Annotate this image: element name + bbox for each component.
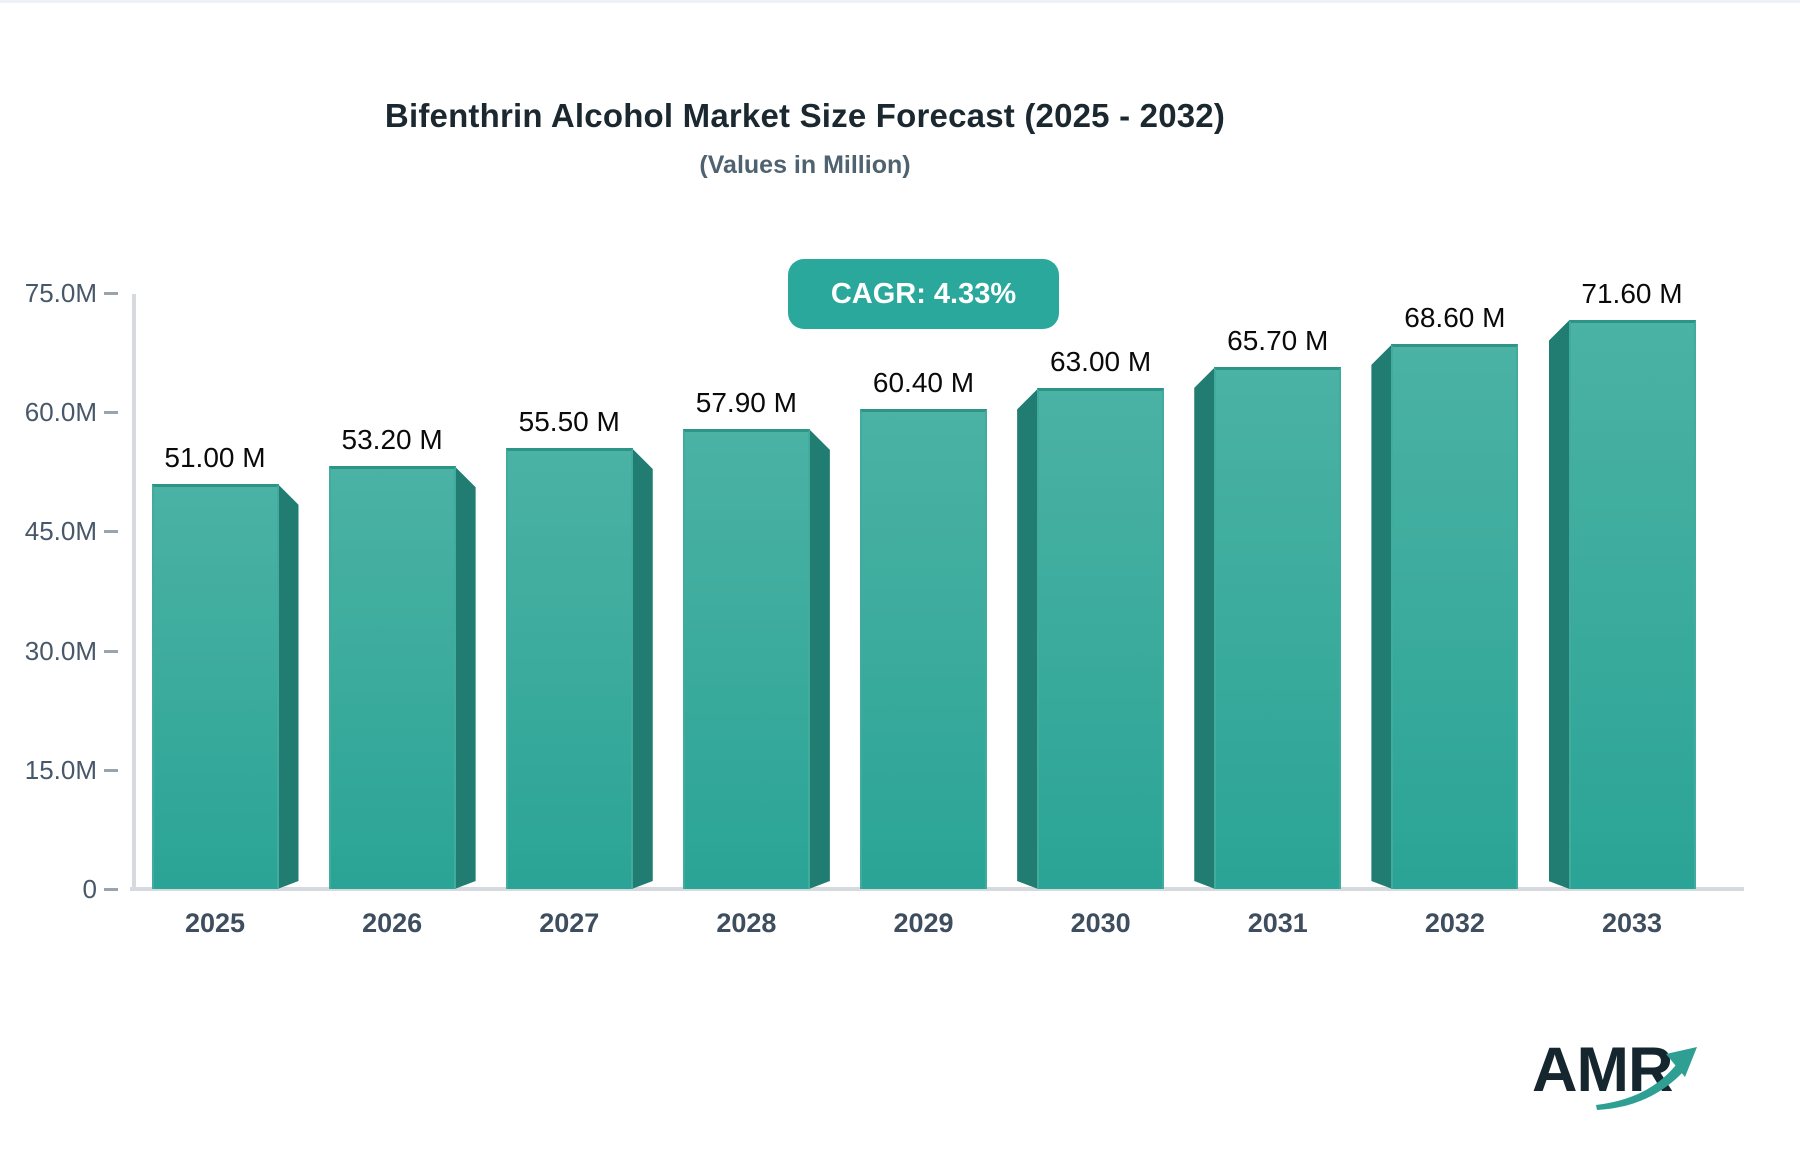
bar-value-label: 53.20 M (341, 424, 443, 456)
cagr-badge-label: CAGR: 4.33% (830, 277, 1017, 310)
chart-subtitle: (Values in Million) (699, 151, 911, 179)
bar-2031[interactable] (1214, 366, 1342, 889)
growth-arrow-icon (1596, 1047, 1697, 1110)
x-axis-label-2026: 2026 (362, 908, 423, 938)
y-axis-line (132, 294, 136, 891)
y-tick-label: 45.0M (24, 516, 97, 547)
bar-value-label: 57.90 M (695, 386, 797, 418)
bar-side-face[interactable] (1017, 388, 1038, 889)
bar-value-label: 71.60 M (1581, 278, 1683, 310)
y-tick-mark (104, 411, 118, 414)
bar-side-face[interactable] (1549, 320, 1570, 889)
x-axis-line (130, 887, 1744, 891)
bar-side-face[interactable] (455, 466, 476, 889)
bar-value-label: 63.00 M (1050, 346, 1152, 378)
y-tick-mark (104, 650, 118, 653)
x-axis-label-2033: 2033 (1601, 908, 1663, 938)
bar-value-label: 60.40 M (872, 367, 975, 399)
y-tick-label: 75.0M (24, 278, 97, 308)
bar-2028[interactable] (682, 428, 810, 889)
bar-2032[interactable] (1391, 343, 1519, 889)
bar-2029[interactable] (860, 409, 987, 889)
amr-logo: AMR (1532, 1037, 1722, 1123)
bar-side-face[interactable] (1194, 367, 1215, 889)
bar-side-face[interactable] (809, 429, 830, 889)
chart-title: Bifenthrin Alcohol Market Size Forecast … (384, 97, 1226, 134)
bar-2033[interactable] (1568, 320, 1696, 889)
bar-side-face[interactable] (1371, 344, 1392, 889)
x-axis-label-2027: 2027 (539, 908, 600, 938)
y-tick-label: 0 (82, 874, 97, 904)
bar-2025[interactable] (151, 483, 279, 889)
y-tick-label: 60.0M (24, 397, 97, 428)
x-axis-label-2029: 2029 (893, 908, 954, 938)
y-tick-label: 30.0M (24, 635, 97, 666)
x-axis-label-2028: 2028 (716, 908, 777, 938)
bar-2026[interactable] (328, 466, 456, 889)
x-axis-label-2030: 2030 (1070, 908, 1131, 938)
bar-value-label: 65.70 M (1227, 324, 1329, 356)
y-tick-mark (104, 530, 118, 533)
y-tick-mark (104, 769, 118, 772)
bar-2030[interactable] (1037, 388, 1165, 889)
bar-value-label: 51.00 M (164, 441, 266, 473)
x-axis-label-2032: 2032 (1424, 908, 1485, 938)
bar-value-label: 55.50 M (518, 405, 620, 437)
y-tick-mark (104, 888, 118, 891)
bar-side-face[interactable] (278, 484, 299, 889)
x-axis-label-2031: 2031 (1247, 908, 1308, 938)
cagr-badge: CAGR: 4.33% (788, 259, 1059, 329)
y-tick-label: 15.0M (24, 754, 97, 785)
y-tick-mark (104, 292, 118, 295)
bar-2027[interactable] (505, 447, 633, 889)
bar-value-label: 68.60 M (1404, 301, 1506, 333)
x-axis-label-2025: 2025 (184, 908, 246, 938)
bar-side-face[interactable] (632, 448, 653, 889)
